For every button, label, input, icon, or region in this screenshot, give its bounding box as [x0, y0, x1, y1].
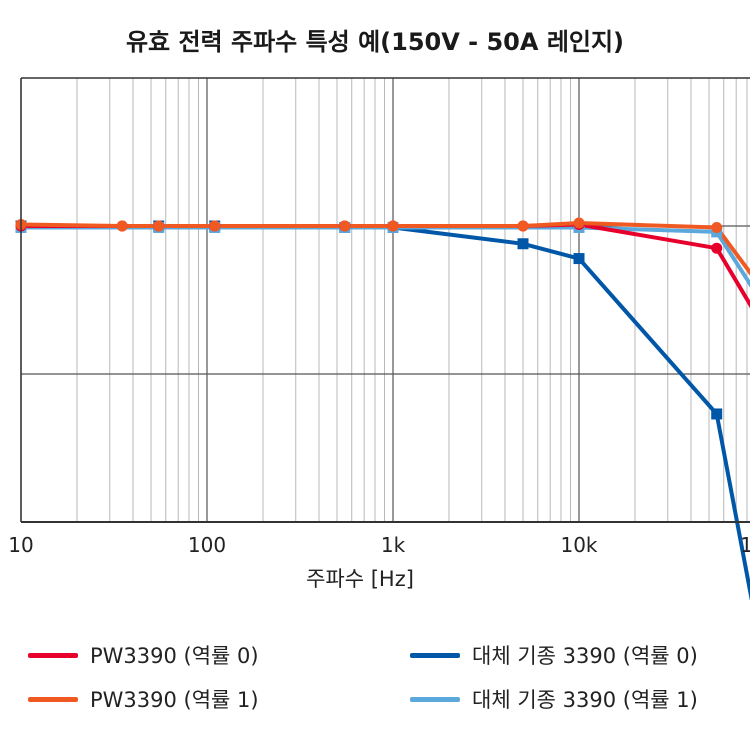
data-point	[517, 238, 529, 250]
data-point	[339, 220, 351, 232]
legend-item-alt3390-pf1: 대체 기종 3390 (역률 1)	[410, 684, 698, 714]
chart-title: 유효 전력 주파수 특성 예(150V - 50A 레인지)	[125, 28, 625, 56]
data-point	[517, 220, 529, 232]
legend-item-pw3390-pf1: PW3390 (역률 1)	[28, 684, 259, 714]
series-markers	[15, 217, 723, 420]
axes	[20, 77, 750, 523]
x-tick-label: 100	[188, 533, 226, 557]
legend-swatch	[410, 696, 460, 702]
legend-item-pw3390-pf0: PW3390 (역률 0)	[28, 640, 259, 670]
series-line	[19, 222, 750, 309]
data-point	[209, 220, 221, 232]
major-gridlines	[20, 78, 580, 522]
x-tick-label: 100k	[740, 533, 750, 557]
data-point	[573, 253, 585, 265]
x-axis-label: 주파수 [Hz]	[306, 567, 414, 591]
legend-swatch	[28, 696, 78, 702]
x-tick-label: 1k	[381, 533, 406, 557]
data-point	[387, 220, 399, 232]
horizontal-gridlines	[21, 225, 750, 375]
x-tick-labels: 10 100 1k 10k 100k	[8, 533, 750, 557]
data-point	[711, 408, 723, 420]
x-tick-label: 10k	[560, 533, 597, 557]
data-point	[711, 242, 723, 254]
legend-item-alt3390-pf0: 대체 기종 3390 (역률 0)	[410, 640, 698, 670]
legend-label: 대체 기종 3390 (역률 1)	[472, 688, 698, 712]
legend-swatch	[410, 652, 460, 658]
minor-gridlines	[76, 78, 748, 522]
series-line	[19, 221, 750, 276]
x-tick-label: 10	[8, 533, 33, 557]
chart-canvas: 10 100 1k 10k 100k 주파수 [Hz]	[8, 77, 750, 600]
data-point	[573, 217, 585, 229]
legend-label: 대체 기종 3390 (역률 0)	[472, 644, 698, 668]
data-point	[153, 220, 165, 232]
legend-label: PW3390 (역률 0)	[90, 644, 259, 668]
legend-swatch	[28, 652, 78, 658]
legend-label: PW3390 (역률 1)	[90, 688, 259, 712]
data-point	[711, 221, 723, 233]
data-point	[116, 220, 128, 232]
legend: PW3390 (역률 0) PW3390 (역률 1) 대체 기종 3390 (…	[0, 630, 750, 730]
series-line	[19, 225, 750, 288]
